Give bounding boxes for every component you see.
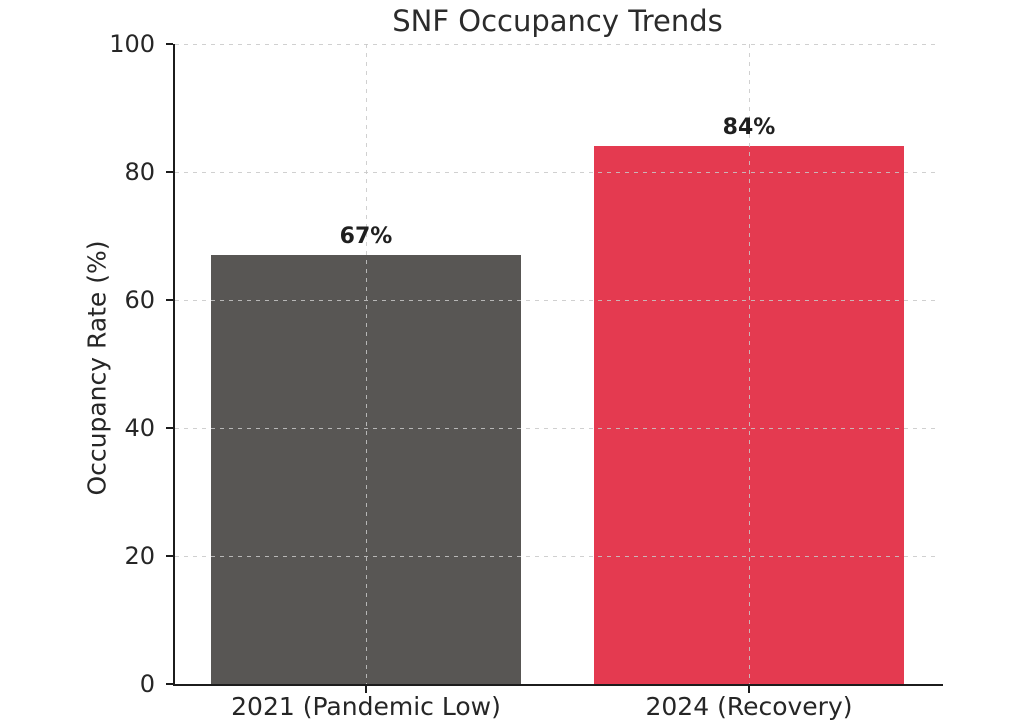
vertical-gridline	[749, 44, 750, 684]
horizontal-gridline	[175, 428, 940, 429]
x-axis-spine	[173, 684, 943, 686]
y-tick-label: 60	[124, 286, 155, 314]
plot-area: 67% 84% 0 20 40 60 80 100 2021 (Pandemic Low) 20…	[109, 30, 943, 721]
horizontal-gridline	[175, 172, 940, 173]
y-tick-mark	[166, 43, 173, 45]
y-tick-mark	[166, 427, 173, 429]
vertical-gridline	[366, 44, 367, 684]
x-tick-mark	[365, 686, 367, 693]
y-tick-label: 40	[124, 414, 155, 442]
y-tick-mark	[166, 555, 173, 557]
y-tick-label: 80	[124, 158, 155, 186]
bar-value-label: 84%	[722, 115, 776, 140]
y-tick-mark	[166, 171, 173, 173]
y-axis-label: Occupancy Rate (%)	[82, 240, 112, 496]
bar-value-label: 67%	[339, 224, 393, 249]
y-tick-mark	[166, 683, 173, 685]
y-tick-label: 100	[109, 30, 155, 58]
horizontal-gridline	[175, 300, 940, 301]
chart-title: SNF Occupancy Trends	[392, 4, 723, 38]
x-tick-label: 2021 (Pandemic Low)	[231, 692, 501, 721]
y-tick-mark	[166, 299, 173, 301]
x-tick-mark	[748, 686, 750, 693]
x-tick-label: 2024 (Recovery)	[645, 692, 853, 721]
y-tick-label: 20	[124, 542, 155, 570]
y-axis-spine	[173, 44, 175, 686]
horizontal-gridline	[175, 44, 940, 45]
y-tick-label: 0	[139, 670, 155, 698]
horizontal-gridline	[175, 556, 940, 557]
